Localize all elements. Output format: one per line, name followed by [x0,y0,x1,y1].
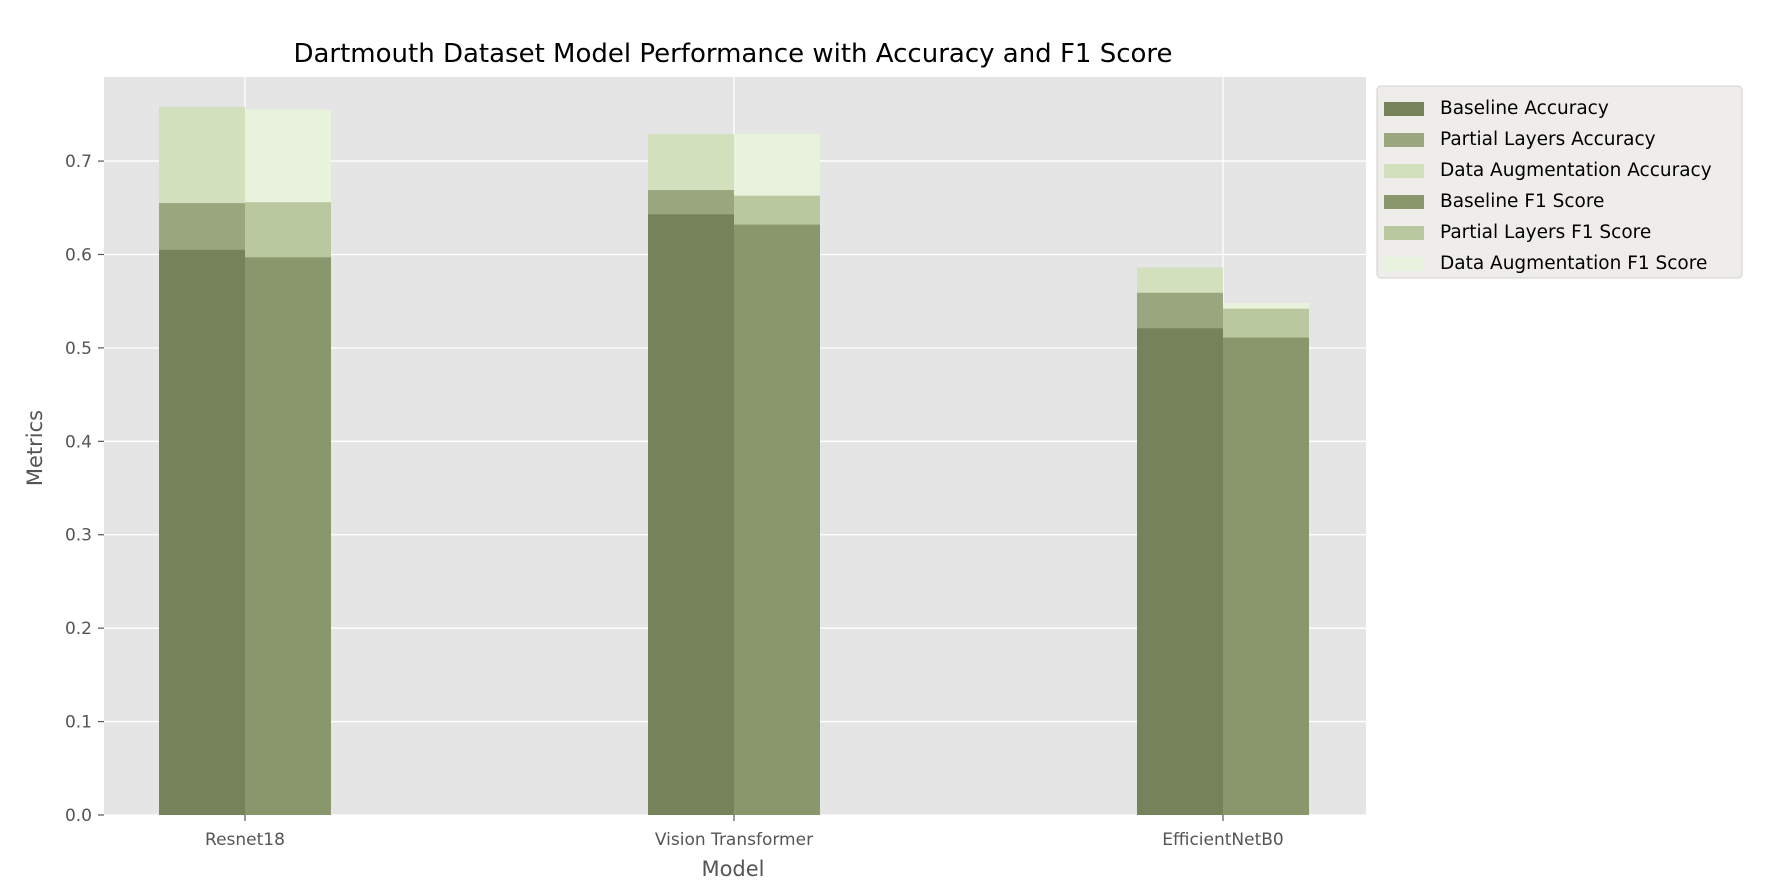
y-tick-label: 0.4 [65,432,92,452]
legend: Baseline Accuracy Partial Layers Accuracy… [1376,85,1743,279]
bar-baseline-accuracy-resnet18 [159,249,245,816]
legend-swatch [1384,164,1424,178]
chart-title: Dartmouth Dataset Model Performance with… [293,39,1172,69]
legend-label: Partial Layers Accuracy [1440,129,1656,150]
legend-swatch [1384,257,1424,271]
legend-swatch [1384,195,1424,209]
legend-label: Partial Layers F1 Score [1440,222,1651,243]
axis-ticks: 0.0 0.1 0.2 0.3 0.4 0.5 0.6 0.7 Resnet18 Vision T… [65,152,1284,850]
legend-swatch [1384,133,1424,147]
bar-baseline-accuracy-vision-transformer [648,214,734,816]
y-tick-label: 0.2 [65,619,92,639]
legend-label: Data Augmentation Accuracy [1440,160,1712,181]
y-tick-label: 0.6 [65,245,92,265]
y-tick-label: 0.5 [65,339,92,359]
bars [159,106,1309,816]
legend-swatch [1384,102,1424,116]
y-tick-label: 0.1 [65,713,92,733]
legend-label: Data Augmentation F1 Score [1440,253,1707,274]
bar-baseline-f1-score-efficientnetb0 [1223,337,1309,815]
legend-swatch [1384,226,1424,240]
bar-baseline-accuracy-efficientnetb0 [1137,328,1223,815]
y-axis-title: Metrics [23,410,47,486]
x-tick-label: Vision Transformer [655,830,813,850]
x-tick-label: Resnet18 [205,830,285,850]
bar-baseline-f1-score-resnet18 [245,257,331,815]
y-tick-label: 0.0 [65,806,92,826]
y-tick-label: 0.7 [65,152,92,172]
bar-baseline-f1-score-vision-transformer [734,224,820,816]
legend-label: Baseline Accuracy [1440,98,1609,119]
x-axis-title: Model [701,857,764,881]
legend-box [1376,85,1743,279]
y-tick-label: 0.3 [65,526,92,546]
x-tick-label: EfficientNetB0 [1162,830,1283,850]
legend-label: Baseline F1 Score [1440,191,1604,212]
